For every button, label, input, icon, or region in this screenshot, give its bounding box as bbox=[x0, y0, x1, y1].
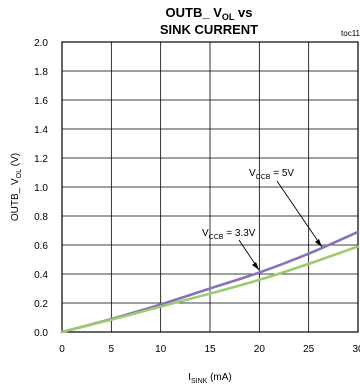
y-tick-label: 0.8 bbox=[34, 212, 48, 223]
x-axis-label: ISINK (mA) bbox=[188, 372, 232, 385]
y-tick-label: 1.6 bbox=[34, 96, 48, 107]
x-tick-label: 10 bbox=[155, 344, 167, 355]
y-axis-label: OUTB_ VOL (V) bbox=[10, 153, 23, 221]
chart-tag: toc11 bbox=[341, 29, 360, 38]
chart-title-line1: OUTB_ VOL vs bbox=[166, 5, 253, 22]
y-tick-label: 0.4 bbox=[34, 270, 48, 281]
chart-title-line2: SINK CURRENT bbox=[160, 22, 258, 37]
x-tick-label: 0 bbox=[59, 344, 65, 355]
y-tick-label: 1.2 bbox=[34, 154, 48, 165]
grid bbox=[61, 41, 359, 333]
y-tick-label: 0.0 bbox=[34, 328, 48, 339]
x-tick-label: 30 bbox=[352, 344, 360, 355]
x-tick-label: 25 bbox=[303, 344, 315, 355]
x-tick-label: 15 bbox=[204, 344, 216, 355]
y-tick-label: 2.0 bbox=[34, 38, 48, 49]
x-tick-label: 5 bbox=[109, 344, 115, 355]
x-tick-labels: 0 5 10 15 20 25 30 bbox=[59, 344, 360, 355]
y-tick-label: 1.0 bbox=[34, 183, 48, 194]
y-tick-label: 0.6 bbox=[34, 241, 48, 252]
y-tick-label: 0.2 bbox=[34, 299, 48, 310]
y-tick-labels: 0.0 0.2 0.4 0.6 0.8 1.0 1.2 1.4 1.6 1.8 2.0 bbox=[34, 38, 48, 339]
annotation-5v-arrowhead bbox=[315, 239, 322, 247]
annotation-3v3-arrowhead bbox=[252, 262, 259, 270]
series-lines bbox=[60, 230, 360, 334]
series-line-1 bbox=[60, 245, 360, 334]
y-tick-label: 1.4 bbox=[34, 125, 48, 136]
annotation-vccb-5v: VCCB = 5V bbox=[249, 168, 294, 181]
annotation-vccb-3v3: VCCB = 3.3V bbox=[202, 228, 256, 241]
annotation-5v-leader bbox=[276, 180, 323, 248]
y-tick-label: 1.8 bbox=[34, 67, 48, 78]
x-tick-label: 20 bbox=[254, 344, 266, 355]
